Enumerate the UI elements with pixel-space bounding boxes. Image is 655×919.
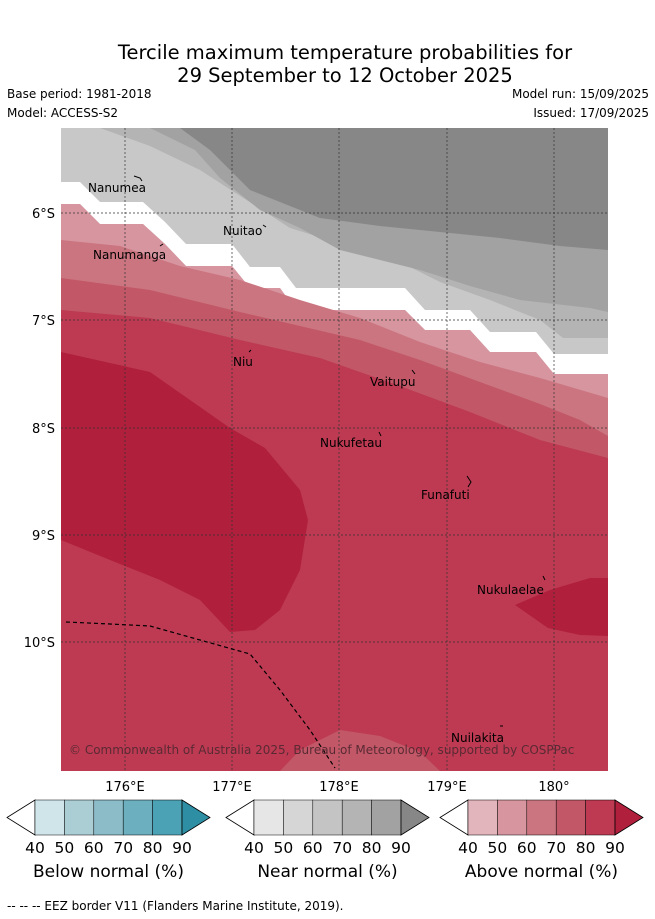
colorbar-title-above-normal: Above normal (%)	[464, 862, 619, 882]
colorbar-tick-label: 70	[546, 839, 566, 857]
colorbar-near-normal-cell	[371, 799, 402, 836]
colorbar-tick-label: 60	[84, 839, 104, 857]
colorbar-tick-label: 40	[458, 839, 478, 857]
colorbar-near-normal-cell	[312, 799, 343, 836]
place-label-nuitao: Nuitao	[223, 224, 262, 238]
base-period: Base period: 1981-2018	[7, 87, 152, 101]
colorbar-tick-label: 70	[113, 839, 133, 857]
colorbar-below-normal-cell	[34, 799, 65, 836]
colorbar-tick-label: 40	[25, 839, 45, 857]
colorbar-tick-label: 60	[303, 839, 323, 857]
colorbar-tick-label: 90	[605, 839, 625, 857]
colorbar-above-normal-cell	[555, 799, 586, 836]
colorbar-above-normal-cell	[585, 799, 616, 836]
map-fill-layers	[61, 128, 608, 771]
colorbar-near-normal-low-arrow	[225, 799, 255, 836]
colorbar-below-normal-cell	[64, 799, 95, 836]
colorbar-below-normal-low-arrow	[6, 799, 36, 836]
colorbar-legends: 40 50 60 70 80 90 40 50 60 70 80 90 40 50 60 70 80 90	[6, 799, 644, 857]
lat-label-7s: 7°S	[32, 314, 55, 329]
lat-label-6s: 6°S	[32, 207, 55, 222]
colorbar-tick-label: 80	[143, 839, 163, 857]
place-label-vaitupu: Vaitupu	[370, 375, 416, 389]
colorbar-tick-label: 50	[274, 839, 294, 857]
copyright-notice: © Commonwealth of Australia 2025, Bureau…	[69, 743, 574, 757]
colorbar-tick-label: 50	[488, 839, 508, 857]
colorbar-above-normal-cell	[526, 799, 557, 836]
colorbar-tick-label: 70	[332, 839, 352, 857]
lat-label-8s: 8°S	[32, 422, 55, 437]
place-label-nuilakita: Nuilakita	[451, 731, 504, 745]
colorbar-tick-label: 60	[517, 839, 537, 857]
lon-label-176e: 176°E	[105, 780, 145, 795]
lat-label-9s: 9°S	[32, 529, 55, 544]
colorbar-above-normal-cell	[497, 799, 528, 836]
colorbar-title-near-normal: Near normal (%)	[257, 862, 398, 882]
island-outlines	[133, 175, 546, 727]
place-label-nanumea: Nanumea	[88, 181, 146, 195]
colorbar-near-normal-cell	[283, 799, 314, 836]
colorbar-tick-label: 80	[362, 839, 382, 857]
colorbar-title-below-normal: Below normal (%)	[33, 862, 184, 882]
place-label-niu: Niu	[233, 355, 253, 369]
colorbar-tick-label: 50	[55, 839, 75, 857]
colorbar-tick-label: 80	[576, 839, 596, 857]
lon-label-179e: 179°E	[427, 780, 467, 795]
issued-date: Issued: 17/09/2025	[533, 106, 649, 120]
place-label-nukulaelae: Nukulaelae	[477, 583, 544, 597]
lat-label-10s: 10°S	[24, 636, 55, 651]
eez-border	[65, 621, 336, 769]
map-title-line1: Tercile maximum temperature probabilitie…	[117, 41, 573, 64]
colorbar-above-normal-low-arrow	[439, 799, 469, 836]
colorbar-near-normal-high-arrow	[400, 799, 430, 836]
model-run: Model run: 15/09/2025	[511, 87, 649, 101]
colorbar-below-normal-high-arrow	[181, 799, 211, 836]
colorbar-tick-label: 90	[172, 839, 192, 857]
model-name: Model: ACCESS-S2	[7, 106, 119, 120]
lon-label-178e: 178°E	[319, 780, 359, 795]
map-title-line2: 29 September to 12 October 2025	[177, 64, 513, 87]
colorbar-tick-label: 40	[244, 839, 264, 857]
place-label-nukufetau: Nukufetau	[320, 436, 382, 450]
place-label-funafuti: Funafuti	[421, 488, 470, 502]
colorbar-below-normal-cell	[152, 799, 183, 836]
colorbar-near-normal-cell	[253, 799, 284, 836]
colorbar-above-normal-high-arrow	[614, 799, 644, 836]
colorbar-tick-label: 90	[391, 839, 411, 857]
lon-label-177e: 177°E	[212, 780, 252, 795]
place-label-nanumanga: Nanumanga	[93, 248, 166, 262]
lon-label-180: 180°	[538, 780, 569, 795]
colorbar-below-normal-cell	[93, 799, 124, 836]
eez-legend: -- -- -- EEZ border V11 (Flanders Marine…	[7, 899, 344, 913]
graticule	[61, 128, 608, 771]
colorbar-above-normal-cell	[467, 799, 498, 836]
colorbar-near-normal-cell	[341, 799, 372, 836]
colorbar-below-normal-cell	[122, 799, 153, 836]
